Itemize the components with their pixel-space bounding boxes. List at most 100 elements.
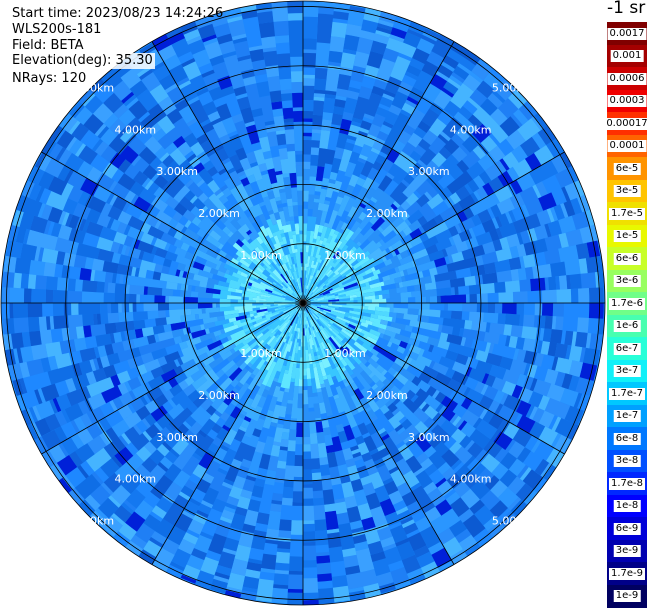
field-gates <box>2 6 599 594</box>
colorbar-cell: 3e-7 <box>607 359 647 383</box>
center-tick <box>295 300 304 304</box>
ring-label: 2.00km <box>366 389 408 402</box>
field-gates <box>12 4 600 603</box>
ring-label: 2.00km <box>198 207 240 220</box>
center-tick <box>302 297 309 304</box>
colorbar-cell: 0.0006 <box>607 67 647 90</box>
field-gates <box>161 165 440 444</box>
colorbar-tick-label: 1e-9 <box>613 590 641 602</box>
colorbar-cell: 3e-6 <box>607 269 647 293</box>
colorbar-tick-label: 0.0017 <box>607 27 647 40</box>
ring-label: 3.00km <box>156 165 198 178</box>
colorbar-tick-label: 1e-7 <box>613 410 641 422</box>
field-gates <box>178 171 433 441</box>
field-gates <box>6 2 605 606</box>
colorbar-cell: 0.001 <box>607 44 647 68</box>
ring-label: 5.00km <box>73 81 115 94</box>
azimuth-spoke <box>41 302 304 455</box>
center-tick <box>297 302 304 309</box>
ring-label: 4.00km <box>450 123 492 136</box>
colorbar-tick-label: 1e-8 <box>613 500 641 512</box>
ring-label: 2.00km <box>198 389 240 402</box>
colorbar-tick-label: 1e-6 <box>613 320 641 332</box>
center-tick <box>302 302 308 311</box>
azimuth-spoke <box>302 302 455 565</box>
center-tick <box>298 295 304 304</box>
colorbar-cell: 6e-7 <box>607 337 647 360</box>
colorbar-cell: 3e-5 <box>607 179 647 203</box>
colorbar-tick-label: 1.7e-9 <box>608 567 646 580</box>
field-gates <box>4 9 576 589</box>
center-tick <box>302 302 309 309</box>
field-gates <box>0 15 600 589</box>
colorbar-tick-label: 3e-9 <box>613 545 641 557</box>
colorbar-cell: 6e-9 <box>607 517 647 540</box>
field-gates <box>9 1 581 604</box>
azimuth-spoke <box>151 302 304 565</box>
colorbar-title: -1 sr <box>607 0 646 18</box>
ring-label: 1.00km <box>240 249 282 262</box>
colorbar-cell: 1.7e-9 <box>607 562 647 585</box>
colorbar-tick-label: 1.7e-8 <box>608 477 646 490</box>
colorbar-cell: 0.0017 <box>607 22 647 45</box>
center-tick <box>295 298 304 304</box>
field-gates <box>222 225 393 389</box>
colorbar-tick-label: 0.0003 <box>607 95 647 107</box>
colorbar-tick-label: 6e-8 <box>613 432 641 445</box>
colorbar-tick-label: 0.001 <box>610 50 644 62</box>
field-gates <box>212 218 379 387</box>
center-tick <box>302 302 306 311</box>
azimuth-spoke <box>302 41 455 304</box>
azimuth-spoke <box>302 151 565 304</box>
center-tick <box>300 302 304 311</box>
colorbar-tick-label: 6e-5 <box>613 162 641 175</box>
center-tick <box>302 295 306 304</box>
instrument-label: WLS200s-181 <box>12 22 102 37</box>
azimuth-spoke <box>41 151 304 304</box>
center-tick <box>295 302 304 306</box>
center-tick <box>297 297 304 304</box>
colorbar-cell: 6e-5 <box>607 157 647 180</box>
colorbar-tick-label: 1.7e-6 <box>608 297 646 310</box>
colorbar-cell: 0.0001 <box>607 134 647 158</box>
colorbar-tick-label: 3e-7 <box>613 365 641 377</box>
colorbar-tick-label: 1.7e-7 <box>608 387 646 400</box>
center-tick <box>300 295 304 304</box>
ring-label: 4.00km <box>115 473 157 486</box>
colorbar-tick-label: 6e-6 <box>613 252 641 265</box>
colorbar-cell: 1.7e-5 <box>607 202 647 225</box>
colorbar-tick-label: 3e-8 <box>613 455 641 467</box>
ring-label: 3.00km <box>156 431 198 444</box>
colorbar-cell: 0.0003 <box>607 89 647 113</box>
elevation-label: Elevation(deg): 35.30 <box>10 53 155 69</box>
ring-label: 3.00km <box>408 165 450 178</box>
azimuth-spoke <box>302 302 565 455</box>
ring-label: 5.00km <box>492 81 534 94</box>
colorbar-cell: 1.7e-8 <box>607 472 647 495</box>
colorbar-cell: 1e-7 <box>607 404 647 428</box>
colorbar-cell: 1e-8 <box>607 494 647 518</box>
colorbar-tick-label: 6e-9 <box>613 522 641 535</box>
colorbar-tick-label: 6e-7 <box>613 342 641 355</box>
colorbar-cell: 3e-8 <box>607 449 647 473</box>
ring-label: 4.00km <box>115 123 157 136</box>
colorbar-tick-label: 0.00017 <box>604 117 647 130</box>
center-tick <box>302 302 311 306</box>
ring-label: 5.00km <box>492 515 534 528</box>
azimuth-spokes <box>1 1 605 605</box>
colorbar-tick-label: 1.7e-5 <box>608 207 646 220</box>
colorbar-tick-label: 0.0001 <box>607 140 647 152</box>
ring-label: 1.00km <box>324 347 366 360</box>
nrays-label: NRays: 120 <box>12 71 87 86</box>
colorbar-cell: 1e-6 <box>607 314 647 338</box>
colorbar-cell: 1e-5 <box>607 224 647 248</box>
colorbar-tick-label: 3e-6 <box>613 275 641 287</box>
azimuth-spoke <box>151 41 304 304</box>
colorbar-cell: 1.7e-6 <box>607 292 647 315</box>
ring-label: 1.00km <box>324 249 366 262</box>
start-time-label: Start time: 2023/08/23 14:24:26 <box>12 6 224 21</box>
ring-label: 2.00km <box>366 207 408 220</box>
field-label: Field: BETA <box>12 38 84 53</box>
colorbar-tick-label: 1e-5 <box>613 230 641 242</box>
colorbar-cell: 1e-9 <box>607 584 647 608</box>
